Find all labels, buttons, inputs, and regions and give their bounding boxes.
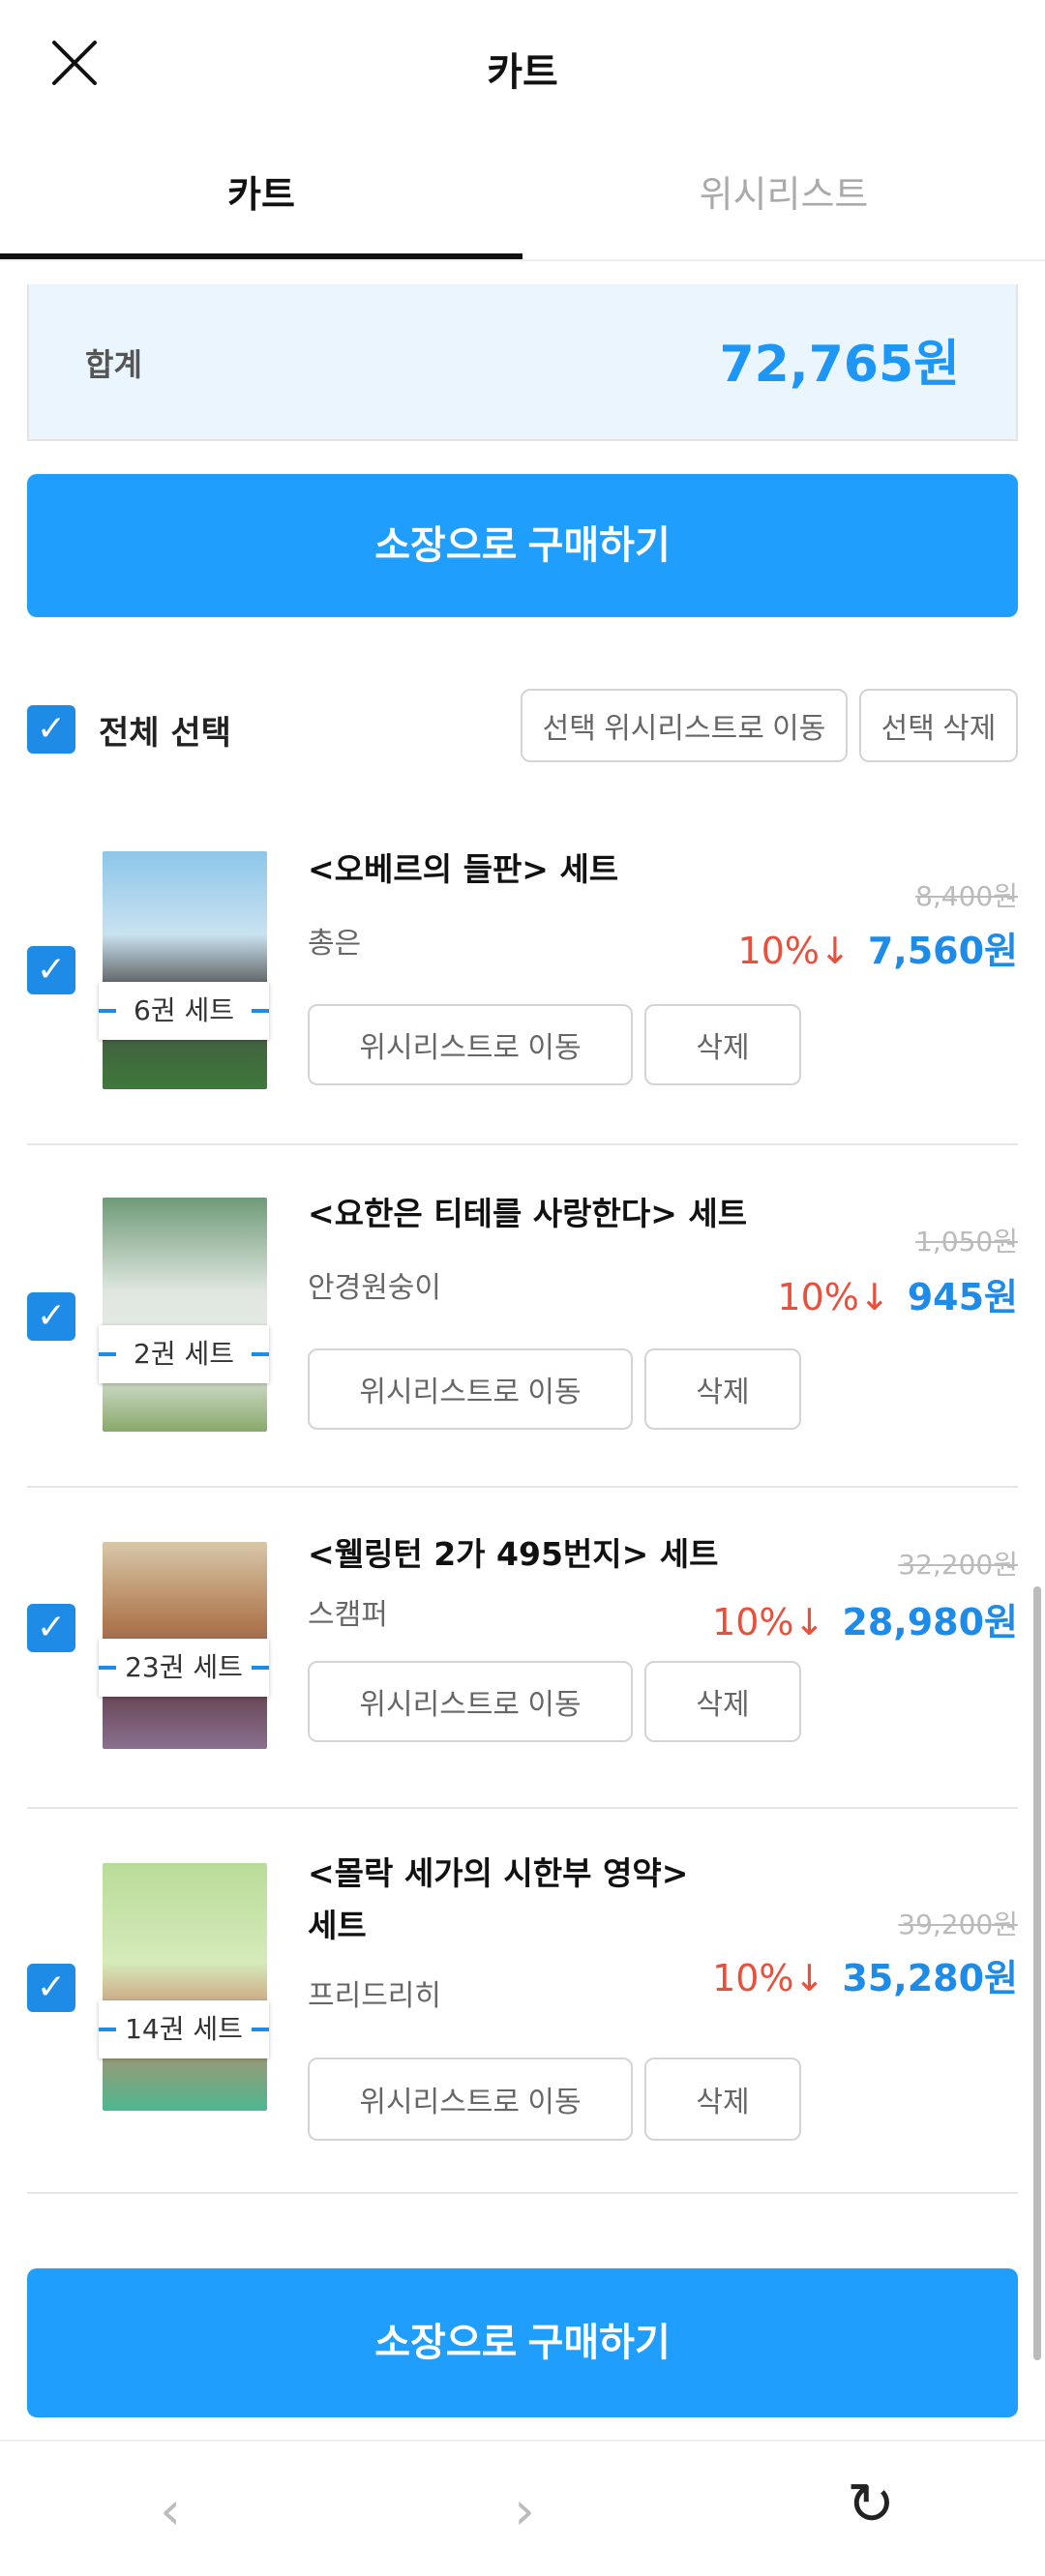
total-summary: 합계 72,765원 <box>27 284 1018 441</box>
item-checkbox[interactable]: ✓ <box>27 1292 75 1341</box>
set-label: 14권 세트 <box>99 2000 269 2058</box>
original-price: 39,200원 <box>898 1909 1018 1940</box>
tab-cart[interactable]: 카트 <box>0 164 522 259</box>
delete-button[interactable]: 삭제 <box>644 1004 801 1085</box>
divider <box>27 2192 1018 2194</box>
divider <box>27 1807 1018 1809</box>
forward-icon[interactable]: › <box>514 2480 535 2541</box>
item-title[interactable]: <오베르의 들판> 세트 <box>308 850 619 888</box>
discount-rate: 10%↓ <box>737 930 851 972</box>
item-author[interactable]: 프리드리히 <box>308 1979 441 2013</box>
scrollbar[interactable] <box>1033 1586 1041 2360</box>
move-to-wishlist-button[interactable]: 위시리스트로 이동 <box>308 1004 633 1085</box>
buy-button-bottom[interactable]: 소장으로 구매하기 <box>27 2268 1018 2417</box>
item-author[interactable]: 안경원숭이 <box>308 1271 441 1305</box>
sale-price: 28,980원 <box>842 1601 1018 1643</box>
book-cover[interactable] <box>103 1198 267 1432</box>
price-row: 10%↓ 945원 <box>777 1267 1018 1320</box>
item-checkbox[interactable]: ✓ <box>27 1604 75 1652</box>
divider <box>27 1143 1018 1145</box>
price-row: 10%↓ 7,560원 <box>738 921 1018 974</box>
close-icon[interactable] <box>50 39 99 87</box>
delete-button[interactable]: 삭제 <box>644 2058 801 2141</box>
move-selected-to-wishlist-button[interactable]: 선택 위시리스트로 이동 <box>521 689 848 762</box>
price-row: 10%↓ 28,980원 <box>712 1592 1018 1645</box>
original-price: 32,200원 <box>898 1549 1018 1581</box>
item-checkbox[interactable]: ✓ <box>27 946 75 994</box>
item-author[interactable]: 총은 <box>308 927 362 961</box>
item-checkbox[interactable]: ✓ <box>27 1964 75 2012</box>
set-label: 23권 세트 <box>99 1639 269 1697</box>
total-label: 합계 <box>85 346 142 383</box>
discount-rate: 10%↓ <box>712 1601 825 1643</box>
item-title[interactable]: <몰락 세가의 시한부 영약> 세트 <box>308 1854 689 1944</box>
book-cover[interactable] <box>103 1863 267 2111</box>
total-value: 72,765원 <box>719 336 960 394</box>
tab-wishlist[interactable]: 위시리스트 <box>699 173 869 216</box>
original-price: 8,400원 <box>915 880 1018 912</box>
delete-selected-button[interactable]: 선택 삭제 <box>859 689 1018 762</box>
set-label: 2권 세트 <box>99 1325 269 1383</box>
select-all-label: 전체 선택 <box>99 714 231 753</box>
page-title: 카트 <box>487 50 558 95</box>
move-to-wishlist-button[interactable]: 위시리스트로 이동 <box>308 2058 633 2141</box>
sale-price: 7,560원 <box>867 930 1018 972</box>
delete-button[interactable]: 삭제 <box>644 1348 801 1430</box>
reload-icon[interactable]: ↻ <box>846 2471 896 2538</box>
divider <box>27 1486 1018 1488</box>
item-title[interactable]: <웰링턴 2가 495번지> 세트 <box>308 1535 719 1573</box>
item-author[interactable]: 스캠퍼 <box>308 1598 388 1632</box>
select-all-checkbox[interactable]: ✓ <box>27 705 75 754</box>
move-to-wishlist-button[interactable]: 위시리스트로 이동 <box>308 1661 633 1742</box>
back-icon[interactable]: ‹ <box>160 2480 181 2541</box>
discount-rate: 10%↓ <box>712 1957 825 1999</box>
buy-button-top[interactable]: 소장으로 구매하기 <box>27 474 1018 617</box>
sale-price: 945원 <box>907 1276 1018 1318</box>
set-label: 6권 세트 <box>99 982 269 1040</box>
discount-rate: 10%↓ <box>777 1276 890 1318</box>
item-title[interactable]: <요한은 티테를 사랑한다> 세트 <box>308 1195 748 1232</box>
price-row: 10%↓ 35,280원 <box>712 1948 1018 2001</box>
book-cover[interactable] <box>103 851 267 1089</box>
bottom-nav: ‹ › ↻ <box>0 2440 1045 2576</box>
original-price: 1,050원 <box>915 1226 1018 1258</box>
tab-divider <box>0 259 1045 261</box>
delete-button[interactable]: 삭제 <box>644 1661 801 1742</box>
sale-price: 35,280원 <box>842 1957 1018 1999</box>
move-to-wishlist-button[interactable]: 위시리스트로 이동 <box>308 1348 633 1430</box>
